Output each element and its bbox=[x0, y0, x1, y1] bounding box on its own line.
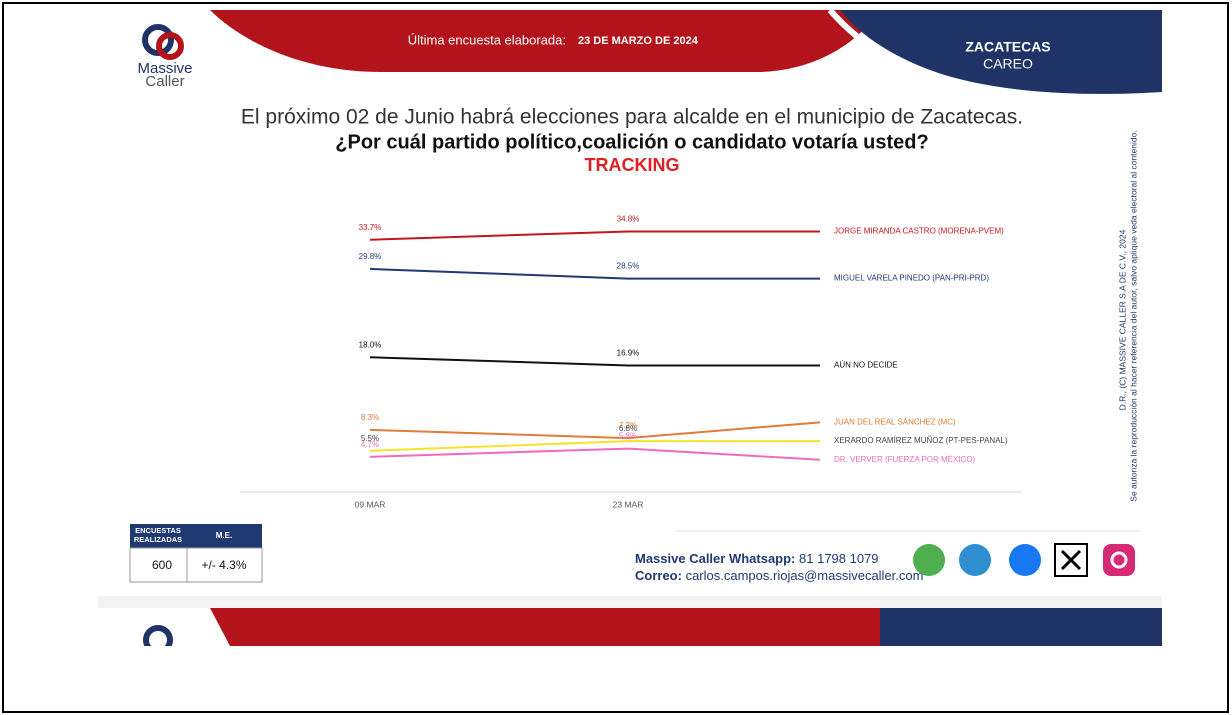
slide bbox=[98, 10, 1162, 646]
header-divider bbox=[827, 8, 961, 88]
whatsapp-icon[interactable] bbox=[913, 544, 945, 576]
chart: 09 MAR 23 MAR 33.7% 34.8% JORGE MIRANDA CAST… bbox=[355, 215, 1008, 510]
series-label: JORGE MIRANDA CASTRO (MORENA-PVEM) bbox=[834, 227, 1004, 236]
data-label: 34.8% bbox=[617, 215, 640, 224]
data-label: 16.9% bbox=[617, 349, 640, 358]
data-label: 5.8% bbox=[619, 432, 637, 441]
x-tick-label: 09 MAR bbox=[355, 499, 386, 509]
contact-value: 81 1798 1079 bbox=[799, 551, 879, 566]
region: ZACATECAS bbox=[965, 39, 1050, 55]
series-label: JUAN DEL REAL SÁNCHEZ (MC) bbox=[834, 417, 956, 426]
series-label: DR. VERVER (FUERZA POR MÉXICO) bbox=[834, 455, 976, 464]
contact-label: Massive Caller Whatsapp: 81 1798 1079 bbox=[635, 551, 879, 566]
footer-band bbox=[210, 608, 880, 646]
data-label: 4.7% bbox=[361, 440, 379, 449]
question: ¿Por cuál partido político,coalición o c… bbox=[335, 131, 928, 153]
contact-label: Correo: bbox=[635, 568, 682, 583]
social-icons bbox=[913, 543, 1135, 577]
tracking-title: TRACKING bbox=[585, 155, 680, 175]
data-label: 8.3% bbox=[361, 413, 379, 422]
slide-gap bbox=[98, 596, 1162, 608]
series-label: XERARDO RAMÍREZ MUÑOZ (PT-PES-PANAL) bbox=[834, 436, 1008, 445]
series-line bbox=[369, 267, 820, 280]
instagram-icon[interactable] bbox=[1103, 544, 1135, 576]
telegram-icon[interactable] bbox=[959, 544, 991, 576]
side-note: D.R., (C) MASSIVE CALLER S.A DE C.V., 20… bbox=[1117, 229, 1127, 410]
series-label: MIGUEL VARELA PINEDO (PAN-PRI-PRD) bbox=[834, 274, 989, 283]
contact-label: Correo: carlos.campos.riojas@massivecall… bbox=[635, 568, 923, 583]
contact-label: Massive Caller Whatsapp: bbox=[635, 551, 795, 566]
data-label: 29.8% bbox=[359, 252, 382, 261]
facebook-icon[interactable] bbox=[1009, 544, 1041, 576]
instagram-glyph bbox=[1110, 551, 1128, 569]
logo-text: Caller bbox=[145, 73, 184, 90]
subregion: CAREO bbox=[983, 56, 1033, 72]
footer-navy bbox=[880, 608, 1162, 646]
data-label: 33.7% bbox=[359, 223, 382, 232]
data-label: 5.5% bbox=[361, 434, 379, 443]
logo-text: Massive bbox=[137, 60, 192, 77]
table-header-cell: M.E. bbox=[216, 531, 232, 540]
blank bbox=[98, 646, 1162, 706]
table-header-cell: ENCUESTAS REALIZADAS bbox=[134, 526, 182, 544]
date: 23 DE MARZO DE 2024 bbox=[578, 35, 699, 47]
logo-icon bbox=[142, 24, 184, 60]
date-label: Última encuesta elaborada: bbox=[408, 32, 566, 47]
series-line bbox=[369, 230, 820, 241]
x-tick-label: 23 MAR bbox=[613, 499, 644, 509]
table: ENCUESTAS REALIZADAS M.E. 600 +/- 4.3% bbox=[134, 526, 247, 572]
header-navy bbox=[840, 10, 1162, 94]
data-label: 7.2% bbox=[619, 421, 637, 430]
question: El próximo 02 de Junio habrá elecciones … bbox=[241, 106, 1023, 129]
table-header bbox=[130, 524, 262, 548]
table-body bbox=[129, 547, 263, 583]
series-line bbox=[369, 356, 820, 367]
series-line bbox=[369, 447, 821, 461]
data-label: 28.5% bbox=[617, 262, 640, 271]
contact-value: carlos.campos.riojas@massivecaller.com bbox=[686, 568, 924, 583]
data-label: 18.0% bbox=[359, 340, 382, 349]
data-label: 6.8% bbox=[619, 424, 637, 433]
series-line bbox=[369, 440, 820, 452]
series-line bbox=[369, 421, 821, 440]
table-cell: +/- 4.3% bbox=[201, 558, 246, 572]
table-cell: 600 bbox=[152, 558, 172, 572]
series-label: AÚN NO DECIDE bbox=[834, 361, 898, 370]
side-note: Se autoriza la reproducción al hacer ref… bbox=[1128, 130, 1138, 501]
header-band bbox=[210, 10, 880, 72]
x-icon-glyph bbox=[1060, 549, 1082, 571]
